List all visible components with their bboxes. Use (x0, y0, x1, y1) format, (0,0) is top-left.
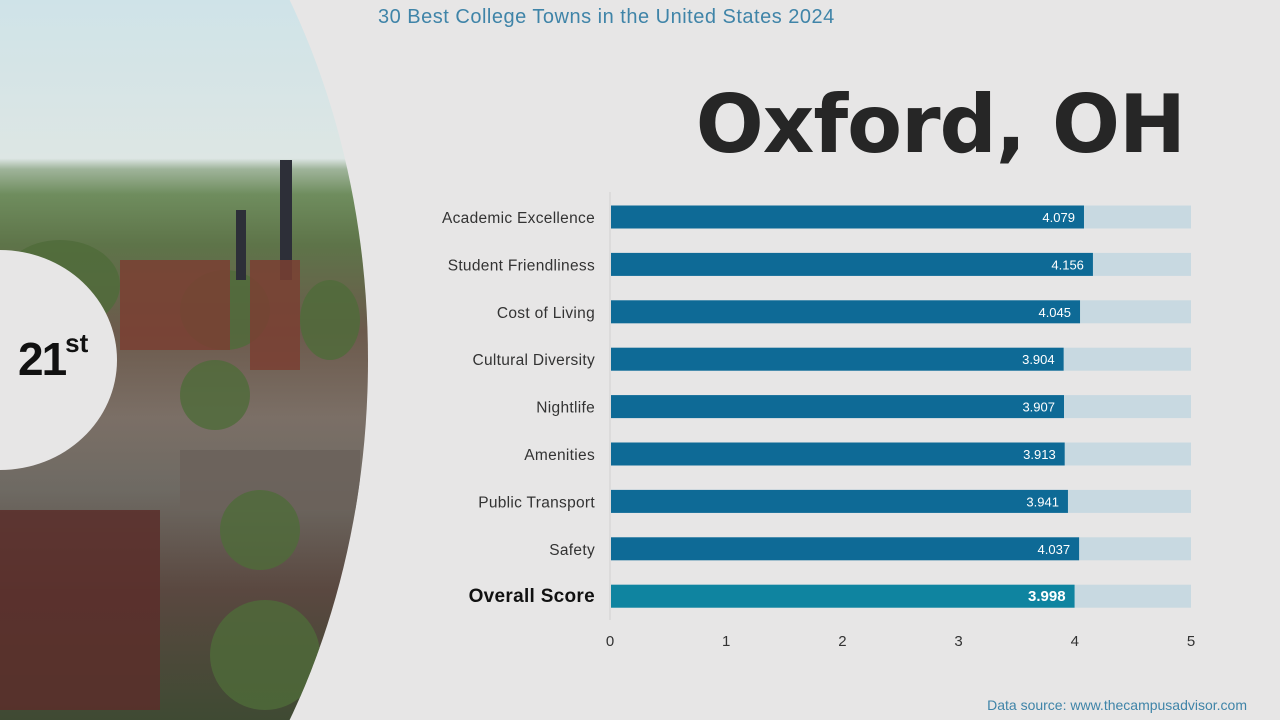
bar (611, 537, 1080, 561)
category-label: Cultural Diversity (472, 352, 595, 369)
data-label: 4.079 (1042, 210, 1075, 225)
data-label: 4.156 (1051, 257, 1084, 272)
city-title: Oxford, OH (695, 78, 1186, 171)
category-label: Overall Score (469, 586, 595, 607)
category-label: Nightlife (536, 400, 595, 417)
category-label: Academic Excellence (442, 210, 595, 227)
bar (611, 347, 1064, 371)
category-label: Cost of Living (497, 305, 595, 322)
rank-suffix: st (65, 328, 89, 358)
x-tick-label: 1 (722, 633, 730, 650)
data-label: 3.913 (1023, 447, 1056, 462)
bar (611, 252, 1093, 276)
data-label: 3.941 (1026, 494, 1059, 509)
town-aerial-photo (0, 0, 368, 720)
x-tick-label: 5 (1187, 633, 1195, 650)
data-label: 4.045 (1038, 305, 1071, 320)
data-label: 3.907 (1022, 400, 1055, 415)
data-label: 3.998 (1028, 588, 1066, 605)
bar (611, 584, 1075, 608)
data-source: Data source: www.thecampusadvisor.com (987, 697, 1247, 713)
bar (611, 300, 1081, 324)
data-label: 3.904 (1022, 352, 1055, 367)
x-tick-label: 3 (954, 633, 962, 650)
rank-label: 21st (18, 328, 88, 386)
data-label: 4.037 (1038, 542, 1071, 557)
x-tick-label: 2 (838, 633, 846, 650)
category-label: Student Friendliness (448, 257, 595, 274)
category-label: Amenities (524, 447, 595, 464)
rank-number: 21 (18, 333, 67, 385)
bar (611, 205, 1084, 229)
bar (611, 442, 1065, 466)
bar (611, 489, 1068, 513)
page-title: 30 Best College Towns in the United Stat… (378, 6, 835, 28)
x-tick-label: 4 (1071, 633, 1079, 650)
x-tick-label: 0 (606, 633, 614, 650)
category-label: Safety (549, 542, 595, 559)
bar (611, 395, 1064, 419)
category-label: Public Transport (478, 494, 595, 511)
